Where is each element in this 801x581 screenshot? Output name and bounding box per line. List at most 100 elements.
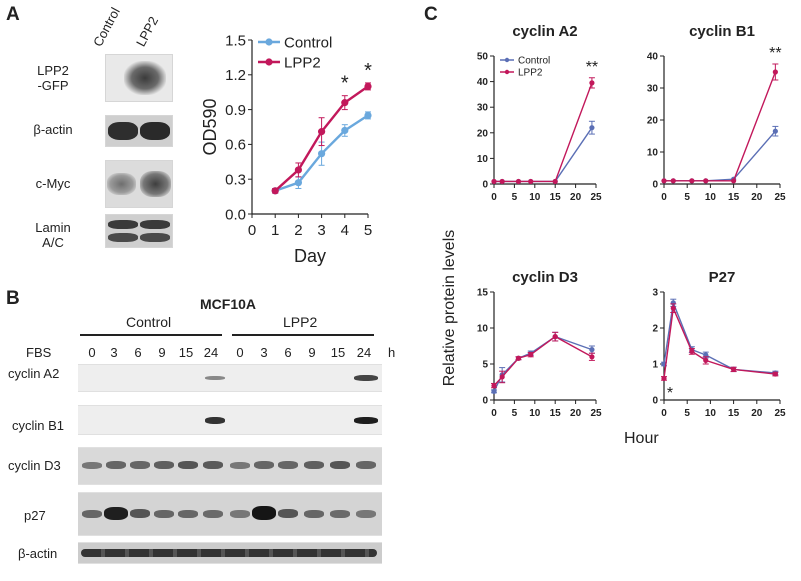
- y-tick-label: 50: [477, 52, 489, 63]
- data-point: [689, 348, 695, 354]
- data-point: [589, 347, 595, 353]
- blot-label-beta-actin-b: β-actin: [18, 546, 58, 561]
- data-point: [528, 352, 534, 358]
- y-tick-label: 2: [652, 324, 658, 335]
- legend-label: LPP2: [284, 54, 321, 71]
- panel-label-a: A: [6, 4, 20, 25]
- chart-title: cyclin D3: [512, 269, 578, 286]
- x-tick-label: 20: [570, 408, 582, 419]
- blot-label-cyclin-a2: cyclin A2: [8, 366, 60, 381]
- hour-label: 9: [308, 345, 316, 360]
- x-tick-label: 5: [512, 408, 518, 419]
- chart-title: P27: [709, 269, 736, 286]
- data-point: [703, 352, 709, 358]
- data-point: [515, 355, 522, 361]
- data-point: [515, 178, 522, 185]
- y-tick-label: 0.6: [225, 137, 246, 154]
- data-point: [670, 178, 676, 184]
- lane-label-control: Control: [90, 4, 123, 50]
- y-axis-label: OD590: [200, 98, 220, 155]
- blot-cyclin-d3: [78, 447, 382, 485]
- blot-label-c-myc: c-Myc: [35, 176, 71, 191]
- x-tick-label: 25: [590, 192, 602, 203]
- x-tick-label: 2: [294, 222, 302, 239]
- data-point: [318, 150, 326, 158]
- x-tick-label: 20: [751, 408, 763, 419]
- y-tick-label: 1.5: [225, 32, 246, 49]
- y-tick-label: 0: [652, 396, 658, 407]
- hour-label: 3: [260, 345, 268, 360]
- data-point: [661, 375, 667, 381]
- data-point: [552, 178, 558, 185]
- blot-lamin-ac: [105, 214, 173, 248]
- x-tick-label: 25: [774, 408, 786, 419]
- y-tick-label: 0: [482, 396, 488, 407]
- blot-label-beta-actin: β-actin: [33, 122, 73, 137]
- blot-label-p27: p27: [24, 508, 46, 523]
- data-point: [491, 388, 497, 394]
- significance-marker: *: [667, 385, 673, 402]
- x-tick-label: 0: [248, 222, 256, 239]
- series-line: [494, 82, 593, 183]
- data-point: [689, 178, 695, 184]
- data-point: [670, 305, 676, 311]
- chart-cyclin-d3: 0 5 10 15 0 5 10 15 20 25 cyclin D3: [477, 269, 602, 419]
- hour-unit: h: [388, 345, 396, 360]
- x-tick-label: 0: [661, 192, 667, 203]
- legend-label: Control: [518, 56, 550, 67]
- hour-label: 24: [203, 345, 219, 360]
- y-tick-label: 1.2: [225, 67, 246, 84]
- hour-label: 6: [134, 345, 142, 360]
- x-tick-label: 5: [684, 192, 690, 203]
- significance-marker: **: [586, 59, 598, 76]
- lane-label-lpp2: LPP2: [133, 13, 162, 50]
- data-point: [499, 178, 505, 185]
- blot-lpp2-gfp: [105, 54, 173, 102]
- blot-cyclin-b1: [78, 405, 382, 435]
- data-point: [364, 82, 372, 90]
- chart-cyclin-a2: 0 10 20 30 40 50 0 5 10 15 20 25 cyclin A2 ** ControlL…: [477, 23, 602, 203]
- blot-beta-actin: [105, 115, 173, 147]
- panel-label-c: C: [424, 4, 438, 25]
- data-point: [731, 178, 737, 184]
- data-point: [294, 179, 302, 187]
- y-tick-label: 10: [477, 324, 489, 335]
- hour-label: 15: [330, 345, 346, 360]
- data-point: [528, 178, 534, 185]
- y-tick-label: 5: [482, 360, 488, 371]
- data-point: [491, 383, 497, 389]
- significance-marker: **: [769, 45, 781, 62]
- group-bracket-control: [80, 334, 222, 336]
- y-tick-label: 30: [477, 103, 489, 114]
- x-axis-label: Day: [294, 246, 326, 266]
- series-line: [494, 127, 593, 183]
- y-tick-label: 10: [647, 148, 659, 159]
- blot-cyclin-a2: [78, 364, 382, 392]
- x-tick-label: 10: [529, 408, 541, 419]
- blot-label-cyclin-b1: cyclin B1: [12, 418, 65, 433]
- series-line: [663, 305, 776, 379]
- legend-label: LPP2: [518, 68, 543, 79]
- group-label-lpp2: LPP2: [283, 314, 318, 330]
- x-tick-label: 10: [705, 192, 717, 203]
- hour-label: 24: [356, 345, 372, 360]
- data-point: [703, 357, 709, 363]
- chart-cyclin-b1: 0 10 20 30 40 0 5 10 15 20 25 cyclin B1 **: [647, 23, 786, 203]
- legend-label: Control: [284, 34, 332, 51]
- cell-line-title: MCF10A: [200, 296, 257, 312]
- data-point: [491, 178, 497, 185]
- hour-label: 3: [110, 345, 118, 360]
- x-tick-label: 25: [590, 408, 602, 419]
- x-tick-label: 1: [271, 222, 279, 239]
- series-line: [664, 71, 777, 182]
- x-tick-label: 5: [512, 192, 518, 203]
- x-tick-label: 15: [550, 408, 562, 419]
- growth-chart: 0.0 0.3 0.6 0.9 1.2 1.5 0 1 2 3 4 5 * * Control LPP2 Day…: [200, 32, 372, 266]
- data-point: [589, 80, 595, 86]
- x-tick-label: 5: [684, 408, 690, 419]
- x-tick-label: 15: [728, 408, 740, 419]
- data-point: [589, 354, 595, 360]
- hour-label: 9: [158, 345, 166, 360]
- data-point: [772, 69, 778, 75]
- y-tick-label: 0: [652, 180, 658, 191]
